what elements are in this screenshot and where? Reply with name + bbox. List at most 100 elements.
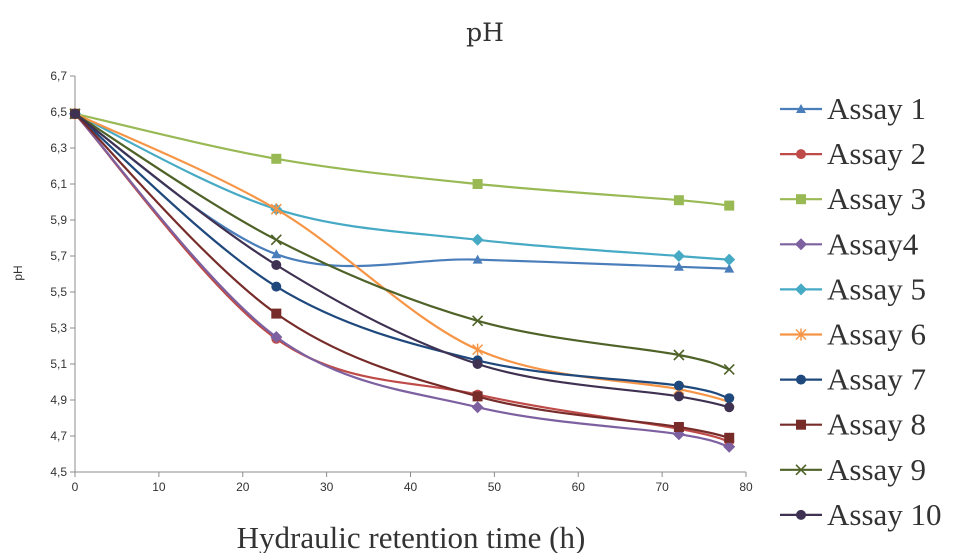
data-point <box>723 253 736 266</box>
data-point <box>723 363 735 375</box>
legend-marker <box>796 104 806 113</box>
y-axis-label: pH <box>11 265 25 280</box>
data-point <box>471 401 484 414</box>
legend-marker <box>795 238 807 251</box>
data-point <box>271 153 282 164</box>
data-point <box>270 331 283 343</box>
y-tick-label: 6,1 <box>50 177 67 191</box>
x-tick-label: 80 <box>739 480 753 494</box>
series-7 <box>70 108 735 404</box>
legend: Assay 1 Assay 2 Assay 3 Assay4 Assay 5 Assay … <box>780 91 942 532</box>
data-point <box>673 195 684 206</box>
data-point <box>271 281 282 292</box>
series-layer <box>69 107 736 453</box>
y-tick-label: 6,7 <box>50 69 67 83</box>
data-point <box>724 200 735 211</box>
legend-item: Assay 8 <box>780 407 926 442</box>
data-point <box>672 250 685 262</box>
y-tick-label: 5,9 <box>50 213 67 227</box>
legend-item: Assay 1 <box>780 91 926 126</box>
data-point <box>271 249 282 259</box>
data-point <box>270 203 282 216</box>
legend-marker <box>795 464 807 476</box>
legend-item: Assay 6 <box>780 317 926 352</box>
data-point <box>472 343 484 356</box>
legend-item: Assay 9 <box>780 452 926 487</box>
legend-label: Assay 8 <box>827 407 926 442</box>
data-point <box>724 432 735 443</box>
x-tick-label: 10 <box>152 480 166 494</box>
legend-item: Assay 2 <box>780 136 926 171</box>
data-point <box>471 233 484 246</box>
series-3 <box>70 108 735 211</box>
legend-marker <box>796 194 806 205</box>
series-4 <box>69 107 736 453</box>
data-point <box>673 422 684 432</box>
legend-marker <box>795 328 807 341</box>
legend-label: Assay 5 <box>827 271 926 306</box>
series-6 <box>69 107 735 408</box>
series-line <box>74 112 730 261</box>
series-10 <box>70 108 735 413</box>
y-tick-label: 6,3 <box>50 141 67 155</box>
legend-label: Assay 7 <box>827 362 926 397</box>
legend-label: Assay 6 <box>827 317 926 352</box>
data-point <box>724 393 735 404</box>
legend-item: Assay 7 <box>780 362 926 397</box>
axes: 4,5 4,7 4,9 5,1 5,3 5,5 5,7 5,9 6,1 6,3 6,5 6,7 0 10 2… <box>50 69 753 494</box>
x-tick-label: 30 <box>320 480 334 494</box>
x-tick-label: 60 <box>572 480 586 494</box>
series-line <box>74 113 730 439</box>
y-tick-label: 6,5 <box>50 105 67 119</box>
x-axis-label: Hydraulic retention time (h) <box>237 520 586 553</box>
x-tick-label: 70 <box>655 480 669 494</box>
series-line <box>74 112 730 371</box>
y-tick-label: 5,1 <box>50 357 67 371</box>
data-point <box>472 179 483 189</box>
legend-label: Assay 3 <box>827 181 926 216</box>
y-tick-label: 4,9 <box>50 393 67 407</box>
data-point <box>724 402 735 413</box>
data-point <box>270 234 282 246</box>
y-tick-label: 5,5 <box>50 285 67 299</box>
series-8 <box>70 108 735 443</box>
legend-marker <box>796 149 806 160</box>
legend-label: Assay 2 <box>827 136 926 171</box>
legend-marker <box>796 419 806 430</box>
data-point <box>271 260 282 270</box>
data-point <box>673 380 684 391</box>
data-point <box>472 254 483 264</box>
legend-label: Assay 10 <box>827 497 942 532</box>
data-point <box>673 391 684 402</box>
legend-item: Assay4 <box>780 226 919 261</box>
y-tick-label: 4,7 <box>50 429 67 443</box>
legend-item: Assay 3 <box>780 181 926 216</box>
legend-marker <box>795 283 807 296</box>
data-point <box>673 261 684 271</box>
x-tick-label: 50 <box>488 480 502 494</box>
legend-label: Assay4 <box>827 226 919 261</box>
legend-label: Assay 1 <box>827 91 926 126</box>
series-1 <box>70 108 735 273</box>
chart-title: pH <box>466 18 504 47</box>
series-line <box>74 113 730 443</box>
y-tick-label: 5,3 <box>50 321 67 335</box>
data-point <box>271 308 282 319</box>
legend-label: Assay 9 <box>827 452 926 487</box>
data-point <box>673 349 685 361</box>
y-tick-label: 4,5 <box>50 465 67 479</box>
series-2 <box>70 108 735 447</box>
x-tick-label: 20 <box>236 480 250 494</box>
legend-item: Assay 5 <box>780 271 926 306</box>
legend-marker <box>796 374 806 385</box>
legend-marker <box>796 509 806 520</box>
y-tick-label: 5,7 <box>50 249 67 263</box>
data-point <box>724 263 735 273</box>
data-point <box>472 315 484 327</box>
data-point <box>472 359 483 369</box>
data-point <box>70 108 80 119</box>
data-point <box>472 391 483 402</box>
legend-item: Assay 10 <box>780 497 942 532</box>
x-tick-label: 40 <box>404 480 418 494</box>
